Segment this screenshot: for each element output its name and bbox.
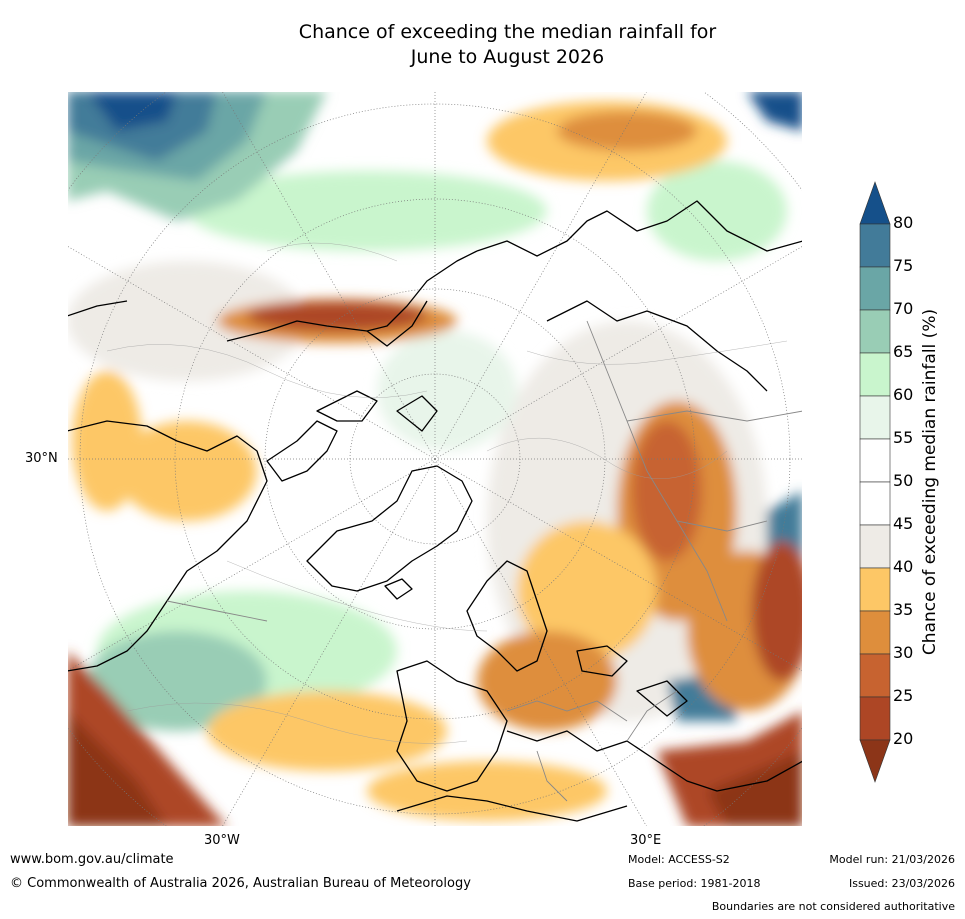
footer-model: Model: ACCESS-S2 <box>628 853 730 866</box>
colorbar-bin-70-75 <box>859 266 891 311</box>
footer-copyright: © Commonwealth of Australia 2026, Austra… <box>10 876 471 891</box>
coastlines <box>67 200 803 822</box>
colorbar-tick-75: 75 <box>893 256 914 275</box>
colorbar-graphic <box>859 181 891 783</box>
colorbar-arrow-top <box>859 181 891 225</box>
colorbar-bin-50-55 <box>859 438 891 483</box>
footer-url[interactable]: www.bom.gov.au/climate <box>10 852 174 867</box>
footer-base-period: Base period: 1981-2018 <box>628 877 761 890</box>
colorbar-tick-45: 45 <box>893 514 914 533</box>
chart-title: Chance of exceeding the median rainfall … <box>0 20 965 70</box>
colorbar-tick-25: 25 <box>893 686 914 705</box>
title-line-1: Chance of exceeding the median rainfall … <box>298 21 717 43</box>
map-frame <box>67 91 803 827</box>
colorbar-tick-20: 20 <box>893 729 914 748</box>
contours <box>106 242 788 744</box>
lon-label-30w: 30°W <box>204 833 240 848</box>
colorbar-tick-30: 30 <box>893 643 914 662</box>
colorbar-bin-55-60 <box>859 395 891 440</box>
colorbar-tick-50: 50 <box>893 471 914 490</box>
colorbar-bin-65-70 <box>859 309 891 354</box>
colorbar-tick-55: 55 <box>893 428 914 447</box>
colorbar-bin-20-25 <box>859 696 891 741</box>
colorbar <box>845 180 965 785</box>
polar-map[interactable] <box>67 91 803 827</box>
colorbar-title: Chance of exceeding median rainfall (%) <box>920 308 940 656</box>
country-borders <box>166 320 803 802</box>
colorbar-tick-35: 35 <box>893 600 914 619</box>
lon-label-30e: 30°E <box>630 833 662 848</box>
colorbar-tick-65: 65 <box>893 342 914 361</box>
colorbar-bin-45-50 <box>859 481 891 526</box>
colorbar-tick-80: 80 <box>893 213 914 232</box>
footer-issued: Issued: 23/03/2026 <box>848 877 955 890</box>
colorbar-bin-60-65 <box>859 352 891 397</box>
map-canvas <box>67 91 803 827</box>
colorbar-bin-30-35 <box>859 610 891 655</box>
colorbar-tick-40: 40 <box>893 557 914 576</box>
graticule <box>67 91 803 827</box>
colorbar-bin-40-45 <box>859 524 891 569</box>
colorbar-tick-70: 70 <box>893 299 914 318</box>
colorbar-bin-75-80 <box>859 223 891 268</box>
colorbar-arrow-bottom <box>859 739 891 783</box>
lat-label-30n: 30°N <box>25 451 58 466</box>
colorbar-bin-25-30 <box>859 653 891 698</box>
footer-model-run: Model run: 21/03/2026 <box>829 853 955 866</box>
footer-disclaimer: Boundaries are not considered authoritat… <box>711 900 955 913</box>
colorbar-bin-35-40 <box>859 567 891 612</box>
title-line-2: June to August 2026 <box>410 46 605 68</box>
colorbar-tick-60: 60 <box>893 385 914 404</box>
